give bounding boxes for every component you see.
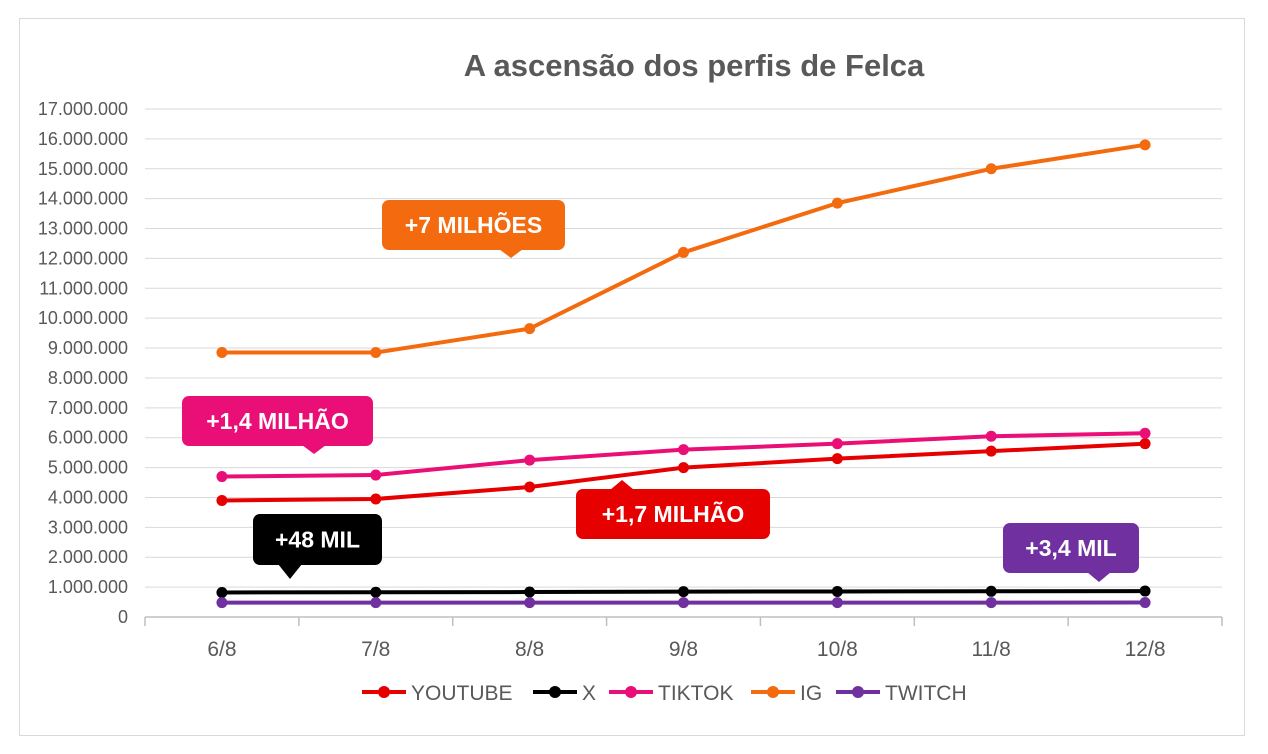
- y-tick-label: 5.000.000: [48, 458, 128, 478]
- legend-marker-twitch: [852, 686, 864, 698]
- chart-title: A ascensão dos perfis de Felca: [463, 48, 925, 83]
- data-point-ig: [678, 246, 689, 258]
- y-tick-label: 15.000.000: [38, 159, 128, 179]
- legend-label-tiktok: TIKTOK: [658, 682, 733, 705]
- data-point-youtube: [985, 445, 997, 457]
- data-point-ig: [216, 347, 228, 359]
- data-point-youtube: [678, 462, 689, 474]
- data-point-youtube: [216, 494, 228, 506]
- callout-pointer: [610, 480, 634, 490]
- y-tick-label: 7.000.000: [48, 398, 128, 418]
- callout-box: [382, 200, 565, 250]
- callout-pointer: [302, 445, 326, 454]
- y-tick-label: 1.000.000: [48, 577, 128, 597]
- data-point-tiktok: [831, 438, 843, 450]
- legend-marker-ig: [767, 686, 779, 698]
- data-point-tiktok: [370, 469, 382, 481]
- callout-label: +48 MIL: [275, 527, 360, 553]
- y-tick-label: 4.000.000: [48, 487, 128, 507]
- data-point-x: [1139, 585, 1151, 597]
- callout-label: +3,4 MIL: [1025, 535, 1116, 561]
- y-tick-label: 12.000.000: [38, 248, 128, 268]
- data-point-twitch: [370, 597, 382, 609]
- x-tick-label: 8/8: [515, 638, 544, 661]
- legend-label-x: X: [582, 682, 596, 705]
- x-tick-label: 7/8: [361, 638, 390, 661]
- data-point-twitch: [524, 597, 536, 609]
- legend-marker-youtube: [378, 686, 390, 698]
- x-tick-label: 9/8: [669, 638, 698, 661]
- callout-pointer: [499, 249, 523, 258]
- y-tick-label: 3.000.000: [48, 517, 128, 537]
- data-point-ig: [831, 197, 843, 209]
- y-tick-label: 14.000.000: [38, 189, 128, 209]
- legend-marker-tiktok: [625, 686, 637, 698]
- data-point-twitch: [1139, 597, 1151, 609]
- data-point-x: [985, 585, 997, 597]
- data-point-youtube: [524, 481, 536, 493]
- callout-box: [1003, 523, 1139, 573]
- data-point-twitch: [831, 597, 843, 609]
- y-tick-label: 9.000.000: [48, 338, 128, 358]
- y-tick-label: 8.000.000: [48, 368, 128, 388]
- data-point-ig: [524, 323, 536, 335]
- data-point-x: [678, 586, 689, 598]
- data-point-youtube: [370, 493, 382, 505]
- data-point-youtube: [1139, 438, 1151, 450]
- callout-box: [576, 489, 770, 539]
- data-point-x: [370, 586, 382, 598]
- data-point-tiktok: [524, 454, 536, 466]
- y-tick-label: 0: [118, 607, 128, 627]
- data-point-x: [524, 586, 536, 598]
- x-tick-label: 12/8: [1125, 638, 1166, 661]
- data-point-twitch: [985, 597, 997, 609]
- data-point-ig: [1139, 139, 1151, 151]
- y-tick-label: 2.000.000: [48, 547, 128, 567]
- data-point-x: [216, 586, 228, 598]
- data-point-twitch: [678, 597, 689, 609]
- x-tick-label: 10/8: [817, 638, 858, 661]
- callout-box: [182, 396, 373, 446]
- y-tick-label: 13.000.000: [38, 219, 128, 239]
- data-point-tiktok: [216, 471, 228, 483]
- data-point-tiktok: [1139, 427, 1151, 439]
- data-point-tiktok: [678, 444, 689, 456]
- callout-label: +1,4 MILHÃO: [206, 407, 349, 434]
- data-point-tiktok: [985, 430, 997, 442]
- callout-box: [253, 514, 382, 565]
- data-point-twitch: [216, 597, 228, 609]
- y-tick-label: 16.000.000: [38, 129, 128, 149]
- data-point-youtube: [831, 453, 843, 465]
- data-point-ig: [370, 347, 382, 359]
- x-tick-label: 11/8: [972, 638, 1011, 661]
- y-tick-label: 6.000.000: [48, 428, 128, 448]
- callout-label: +1,7 MILHÃO: [602, 500, 745, 527]
- y-tick-label: 10.000.000: [38, 308, 128, 328]
- legend-label-youtube: YOUTUBE: [411, 682, 513, 705]
- y-tick-label: 17.000.000: [38, 99, 128, 119]
- data-point-x: [831, 585, 843, 597]
- legend-label-twitch: TWITCH: [885, 682, 967, 705]
- legend-label-ig: IG: [800, 682, 822, 705]
- callout-pointer: [1087, 572, 1111, 582]
- data-point-ig: [985, 163, 997, 175]
- x-tick-label: 6/8: [207, 638, 236, 661]
- legend-marker-x: [549, 686, 561, 698]
- callout-pointer: [278, 564, 302, 579]
- callout-label: +7 MILHÕES: [405, 211, 542, 238]
- y-tick-label: 11.000.000: [39, 278, 128, 298]
